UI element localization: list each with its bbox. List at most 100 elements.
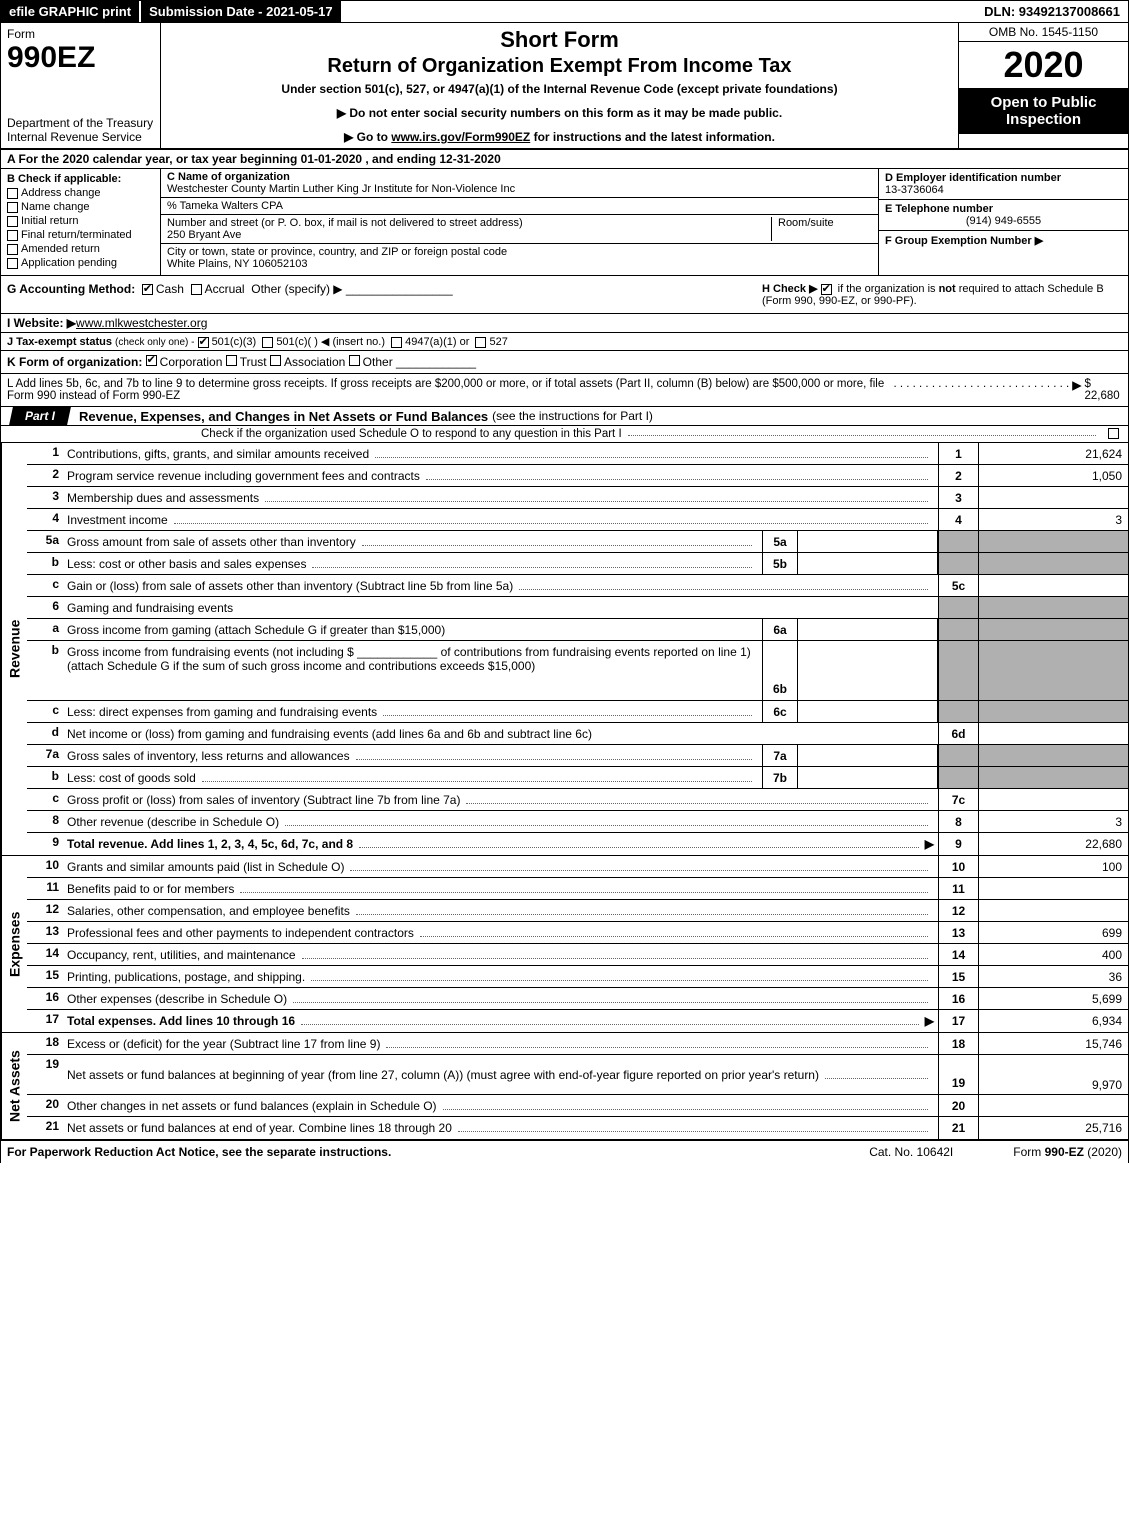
form-number: 990EZ <box>7 41 154 75</box>
line-6d: d Net income or (loss) from gaming and f… <box>27 723 1128 745</box>
city-label: City or town, state or province, country… <box>167 246 507 258</box>
line-6c: c Less: direct expenses from gaming and … <box>27 701 1128 723</box>
tax-year: 2020 <box>959 42 1128 88</box>
trust-checkbox[interactable] <box>226 355 237 366</box>
website-value[interactable]: www.mlkwestchester.org <box>76 316 207 330</box>
line-20: 20 Other changes in net assets or fund b… <box>27 1095 1128 1117</box>
department-text: Department of the Treasury Internal Reve… <box>7 116 154 144</box>
gross-receipts-row: L Add lines 5b, 6c, and 7b to line 9 to … <box>0 374 1129 407</box>
line-5a: 5a Gross amount from sale of assets othe… <box>27 531 1128 553</box>
application-pending-checkbox[interactable]: Application pending <box>7 257 154 269</box>
header-middle: Short Form Return of Organization Exempt… <box>161 23 958 148</box>
line-18-value: 15,746 <box>978 1033 1128 1054</box>
line-7c: c Gross profit or (loss) from sales of i… <box>27 789 1128 811</box>
line-2: 2 Program service revenue including gove… <box>27 465 1128 487</box>
line-11-value <box>978 878 1128 899</box>
line-9-value: 22,680 <box>978 833 1128 855</box>
net-assets-label: Net Assets <box>1 1033 27 1139</box>
501c3-checkbox[interactable] <box>198 337 209 348</box>
527-checkbox[interactable] <box>475 337 486 348</box>
other-org-checkbox[interactable] <box>349 355 360 366</box>
line-1: 1 Contributions, gifts, grants, and simi… <box>27 443 1128 465</box>
ein-value: 13-3736064 <box>885 184 944 196</box>
line-13-value: 699 <box>978 922 1128 943</box>
accrual-checkbox[interactable] <box>191 284 202 295</box>
line-5c: c Gain or (loss) from sale of assets oth… <box>27 575 1128 597</box>
line-6: 6 Gaming and fundraising events <box>27 597 1128 619</box>
part-1-tag: Part I <box>9 407 71 425</box>
address-value: 250 Bryant Ave <box>167 229 241 241</box>
ein-label: D Employer identification number <box>885 172 1061 184</box>
line-14: 14 Occupancy, rent, utilities, and maint… <box>27 944 1128 966</box>
line-5b: b Less: cost or other basis and sales ex… <box>27 553 1128 575</box>
line-19: 19 Net assets or fund balances at beginn… <box>27 1055 1128 1095</box>
omb-number: OMB No. 1545-1150 <box>959 23 1128 42</box>
line-12: 12 Salaries, other compensation, and emp… <box>27 900 1128 922</box>
line-19-value: 9,970 <box>978 1055 1128 1094</box>
501c-checkbox[interactable] <box>262 337 273 348</box>
care-of-value: % Tameka Walters CPA <box>161 198 878 215</box>
amended-return-checkbox[interactable]: Amended return <box>7 243 154 255</box>
part-1-title: Revenue, Expenses, and Changes in Net As… <box>69 409 488 424</box>
telephone-label: E Telephone number <box>885 203 993 215</box>
4947a1-checkbox[interactable] <box>391 337 402 348</box>
corporation-checkbox[interactable] <box>146 355 157 366</box>
ssn-warning: ▶ Do not enter social security numbers o… <box>169 106 950 120</box>
line-10: 10 Grants and similar amounts paid (list… <box>27 856 1128 878</box>
line-13: 13 Professional fees and other payments … <box>27 922 1128 944</box>
org-info-block: B Check if applicable: Address change Na… <box>0 169 1129 276</box>
line-3-value <box>978 487 1128 508</box>
schedule-b-checkbox[interactable] <box>821 284 832 295</box>
gross-receipts-value: $ 22,680 <box>1084 378 1122 402</box>
section-c: C Name of organization Westchester Count… <box>161 169 878 275</box>
website-label: I Website: ▶ <box>7 316 76 330</box>
section-d-e-f: D Employer identification number 13-3736… <box>878 169 1128 275</box>
form-title: Return of Organization Exempt From Incom… <box>169 55 950 78</box>
group-exemption-label: F Group Exemption Number ▶ <box>885 235 1043 247</box>
form-header: Form 990EZ Department of the Treasury In… <box>0 23 1129 150</box>
final-return-checkbox[interactable]: Final return/terminated <box>7 229 154 241</box>
form-word: Form <box>7 27 154 41</box>
top-bar: efile GRAPHIC print Submission Date - 20… <box>0 0 1129 23</box>
cash-checkbox[interactable] <box>142 284 153 295</box>
line-1-value: 21,624 <box>978 443 1128 464</box>
short-form-title: Short Form <box>169 27 950 53</box>
line-2-value: 1,050 <box>978 465 1128 486</box>
name-change-checkbox[interactable]: Name change <box>7 201 154 213</box>
tax-year-line: A For the 2020 calendar year, or tax yea… <box>0 150 1129 169</box>
line-11: 11 Benefits paid to or for members 11 <box>27 878 1128 900</box>
schedule-o-checkbox[interactable] <box>1108 428 1119 439</box>
tax-exempt-row: J Tax-exempt status (check only one) - 5… <box>0 333 1129 351</box>
line-18: 18 Excess or (deficit) for the year (Sub… <box>27 1033 1128 1055</box>
association-checkbox[interactable] <box>270 355 281 366</box>
line-7c-value <box>978 789 1128 810</box>
address-change-checkbox[interactable]: Address change <box>7 187 154 199</box>
line-12-value <box>978 900 1128 921</box>
efile-print-button[interactable]: efile GRAPHIC print <box>1 1 141 22</box>
tax-year-text: A For the 2020 calendar year, or tax yea… <box>1 150 507 168</box>
line-6d-value <box>978 723 1128 744</box>
row-g-h: G Accounting Method: Cash Accrual Other … <box>0 276 1129 314</box>
line-15-value: 36 <box>978 966 1128 987</box>
line-21-value: 25,716 <box>978 1117 1128 1139</box>
line-7b: b Less: cost of goods sold 7b <box>27 767 1128 789</box>
line-17-value: 6,934 <box>978 1010 1128 1032</box>
city-value: White Plains, NY 106052103 <box>167 258 307 270</box>
instructions-link-line: ▶ Go to www.irs.gov/Form990EZ for instru… <box>169 130 950 144</box>
form-footer-ref: Form 990-EZ (2020) <box>1013 1145 1122 1159</box>
revenue-section: Revenue 1 Contributions, gifts, grants, … <box>1 443 1128 856</box>
line-9: 9 Total revenue. Add lines 1, 2, 3, 4, 5… <box>27 833 1128 855</box>
address-label: Number and street (or P. O. box, if mail… <box>167 217 523 229</box>
header-left: Form 990EZ Department of the Treasury In… <box>1 23 161 148</box>
irs-link[interactable]: www.irs.gov/Form990EZ <box>391 130 530 144</box>
page-footer: For Paperwork Reduction Act Notice, see … <box>0 1141 1129 1163</box>
part-1-check-row: Check if the organization used Schedule … <box>0 426 1129 443</box>
header-right: OMB No. 1545-1150 2020 Open to Public In… <box>958 23 1128 148</box>
website-row: I Website: ▶ www.mlkwestchester.org <box>0 314 1129 333</box>
line-20-value <box>978 1095 1128 1116</box>
part-1-grid: Revenue 1 Contributions, gifts, grants, … <box>0 443 1129 1141</box>
submission-date-button[interactable]: Submission Date - 2021-05-17 <box>141 1 343 22</box>
line-6b: b Gross income from fundraising events (… <box>27 641 1128 701</box>
line-21: 21 Net assets or fund balances at end of… <box>27 1117 1128 1139</box>
initial-return-checkbox[interactable]: Initial return <box>7 215 154 227</box>
